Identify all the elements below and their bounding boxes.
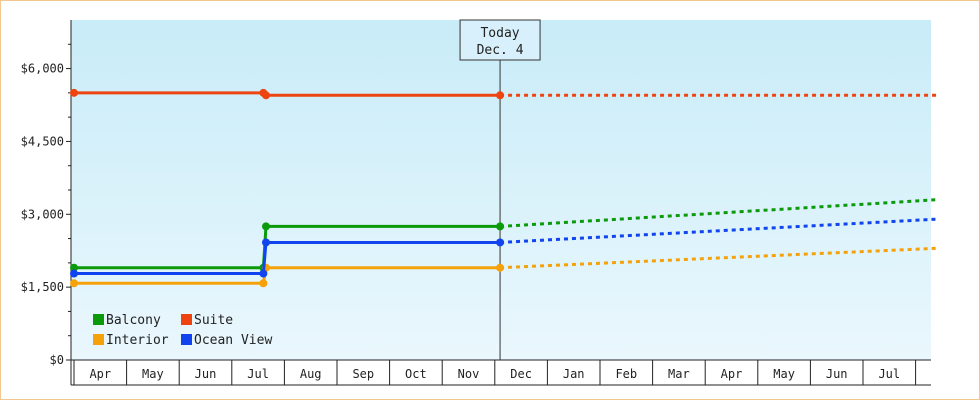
x-tick-label: Jun [195,367,217,381]
y-tick-label: $0 [50,353,64,367]
data-point [70,88,78,97]
legend-label: Ocean View [194,333,272,348]
x-tick-label: Oct [405,367,427,381]
x-tick-label: Jul [247,367,269,381]
x-tick-label: Feb [615,367,637,381]
x-tick-label: Apr [89,367,111,381]
data-point [70,263,78,272]
data-point [261,238,270,247]
data-point [496,263,505,272]
x-tick-label: Nov [458,367,480,381]
legend-swatch [181,334,192,345]
legend-swatch [93,314,104,325]
x-tick-label: Sep [352,367,374,381]
data-point [70,279,78,288]
legend-label: Balcony [106,313,161,328]
x-tick-label: Jan [563,367,585,381]
data-point [70,269,78,278]
x-tick-label: Jun [826,367,848,381]
legend-label: Suite [194,313,233,328]
today-date: Dec. 4 [477,43,524,58]
y-tick-label: $6,000 [21,62,64,76]
data-point [496,222,505,231]
x-tick-label: Jul [878,367,900,381]
y-tick-label: $1,500 [21,280,64,294]
y-tick-label: $4,500 [21,134,64,148]
legend: Balcony Suite Interior Ocean View [93,313,272,348]
y-tick-label: $3,000 [21,207,64,221]
legend-swatch [181,314,192,325]
today-marker: Today Dec. 4 [459,19,541,360]
x-tick-label: Apr [721,367,743,381]
series-actual-line [74,240,501,276]
x-tick-label: Mar [668,367,690,381]
data-point [261,91,270,100]
series-layer [70,88,937,288]
data-point [261,222,270,231]
plot-area [71,20,931,360]
today-box [459,19,541,61]
x-tick-label: Dec [510,367,532,381]
x-tick-label: May [142,367,164,381]
data-point [496,91,505,100]
y-axis: $0 $1,500 $3,000 $4,500 $6,000 [21,20,72,385]
legend-swatch [93,334,104,345]
x-tick-label: May [773,367,795,381]
data-point [496,238,505,247]
legend-label: Interior [106,333,169,348]
series-suite [70,88,937,100]
data-point [259,279,268,288]
series-projected-line [499,198,937,228]
x-axis: Apr May Jun Jul Aug Sep Oct Nov Dec Jan Feb Mar Apr M… [71,359,931,386]
x-tick-label: Aug [300,367,322,381]
series-projected-line [499,246,937,270]
data-point [259,269,268,278]
today-label: Today [480,26,519,41]
series-projected-line [499,217,937,244]
series-ocean-view [70,217,937,278]
